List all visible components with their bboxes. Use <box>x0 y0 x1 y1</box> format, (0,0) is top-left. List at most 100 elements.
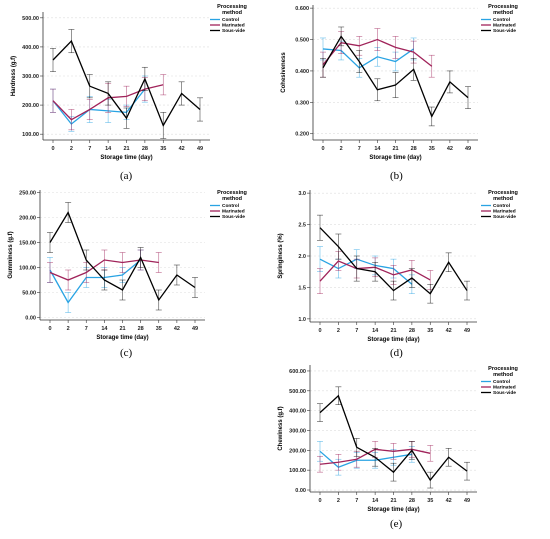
y-axis-label: Cohesiveness <box>281 52 287 93</box>
legend: ProcessingmethodControlMarinatedSous-vid… <box>481 4 518 34</box>
y-tick-label: 300.00 <box>22 74 39 80</box>
x-tick-label: 14 <box>105 146 112 152</box>
legend-entry: Sous-vide <box>493 390 516 396</box>
y-tick-label: 0.500 <box>295 38 309 44</box>
x-tick-label: 35 <box>160 146 166 152</box>
y-tick-label: 400.00 <box>289 409 306 415</box>
x-tick-label: 28 <box>411 146 417 152</box>
y-tick-label: 0.600 <box>295 6 309 12</box>
y-tick-label: 0.00 <box>25 316 36 322</box>
y-axis-label: Springiness (%) <box>278 233 284 278</box>
y-tick-label: 0.400 <box>295 69 309 75</box>
x-tick-label: 2 <box>337 328 340 334</box>
x-tick-label: 42 <box>174 326 180 332</box>
legend: ProcessingmethodControlMarinatedSous-vid… <box>481 366 518 396</box>
x-tick-label: 2 <box>70 146 73 152</box>
series-line <box>49 211 196 302</box>
x-tick-label: 49 <box>464 328 470 334</box>
y-tick-label: 2.5 <box>298 223 306 229</box>
legend-title: method <box>222 10 242 16</box>
x-tick-label: 42 <box>446 328 452 334</box>
series-line <box>322 35 469 119</box>
x-tick-label: 28 <box>409 498 415 504</box>
legend-entry: Control <box>493 17 510 23</box>
x-tick-label: 14 <box>101 326 108 332</box>
y-tick-label: 100.00 <box>289 468 306 474</box>
legend-title: Processing <box>217 190 247 196</box>
legend: ProcessingmethodControlMarinatedSous-vid… <box>210 190 247 220</box>
legend: ProcessingmethodControlMarinatedSous-vid… <box>481 190 518 220</box>
x-tick-label: 0 <box>318 498 321 504</box>
y-tick-label: 500.00 <box>289 389 306 395</box>
series-sous-vide <box>317 214 470 304</box>
x-tick-label: 49 <box>465 146 471 152</box>
series-line <box>319 450 412 468</box>
y-tick-label: 200.00 <box>289 448 306 454</box>
x-axis-label: Storage time (day) <box>367 507 419 513</box>
panel-label-a: (a) <box>120 170 133 182</box>
legend-title: Processing <box>488 366 518 372</box>
legend-entry: Sous-vide <box>493 214 516 220</box>
y-tick-label: 3.0 <box>298 191 306 197</box>
legend-entry: Marinated <box>493 385 516 391</box>
chart-panel-4: 0.00 100.00 200.00 300.00 400.00 500.00 600.00… <box>278 365 518 513</box>
x-axis-label: Storage time (day) <box>100 155 152 161</box>
x-tick-label: 2 <box>340 146 343 152</box>
panel-label-b: (b) <box>390 170 403 182</box>
x-tick-label: 0 <box>48 326 51 332</box>
series-sous-vide <box>50 29 203 139</box>
x-tick-label: 21 <box>390 328 396 334</box>
legend-entry: Sous-vide <box>222 214 245 220</box>
x-tick-label: 42 <box>446 498 452 504</box>
y-tick-label: 600.00 <box>289 369 306 375</box>
y-tick-label: 250.00 <box>19 191 36 197</box>
panel-label-e: (e) <box>390 518 403 530</box>
x-tick-label: 2 <box>67 326 70 332</box>
x-tick-label: 21 <box>392 146 398 152</box>
x-tick-label: 7 <box>355 498 358 504</box>
legend-title: Processing <box>217 4 247 10</box>
y-tick-label: 100.00 <box>19 266 36 272</box>
y-tick-label: 150.00 <box>19 241 36 247</box>
chart-panel-1: 0.200 0.300 0.400 0.500 0.600 0 2 7 14 21 28 35 42 49… <box>281 4 518 161</box>
legend-entry: Marinated <box>222 209 245 215</box>
legend-title: method <box>493 10 513 16</box>
x-tick-label: 42 <box>447 146 453 152</box>
series-line <box>319 394 468 482</box>
series-sous-vide <box>47 202 198 311</box>
y-tick-label: 400.00 <box>22 45 39 51</box>
chart-panel-2: 0.00 50.00 100.00 150.00 200.00 250.00 0 2 7 14 21… <box>8 190 247 341</box>
y-tick-label: 0.200 <box>295 132 309 138</box>
x-tick-label: 0 <box>321 146 324 152</box>
legend-entry: Sous-vide <box>222 28 245 34</box>
y-tick-label: 200.00 <box>19 216 36 222</box>
x-tick-label: 0 <box>51 146 54 152</box>
legend-title: Processing <box>488 190 518 196</box>
x-tick-label: 21 <box>119 326 125 332</box>
y-tick-label: 100.00 <box>22 132 39 138</box>
legend-entry: Marinated <box>222 23 245 29</box>
x-tick-label: 49 <box>192 326 198 332</box>
x-tick-label: 28 <box>138 326 144 332</box>
y-tick-label: 50.00 <box>22 291 36 297</box>
y-axis-label: Gumminess (g.f) <box>8 231 14 278</box>
x-tick-label: 28 <box>142 146 148 152</box>
y-tick-label: 1.5 <box>298 285 306 291</box>
x-tick-label: 7 <box>358 146 361 152</box>
y-tick-label: 0.00 <box>295 488 306 494</box>
series-control <box>320 37 417 78</box>
x-axis-label: Storage time (day) <box>367 337 419 343</box>
x-tick-label: 14 <box>372 328 379 334</box>
x-tick-label: 49 <box>464 498 470 504</box>
chart-panel-3: 1.0 1.5 2.0 2.5 3.0 0 2 7 14 21 28 35 42 49 Storage ti… <box>278 190 518 343</box>
chart-panel-0: 100.00 200.00 300.00 400.00 500.00 0 2 7 14 21 28 3… <box>11 4 247 161</box>
legend: ProcessingmethodControlMarinatedSous-vid… <box>210 4 247 34</box>
panel-label-c: (c) <box>120 347 133 359</box>
series-line <box>322 48 414 69</box>
y-axis-label: Hardness (g.f) <box>11 56 17 96</box>
x-tick-label: 21 <box>390 498 396 504</box>
x-tick-label: 35 <box>427 498 433 504</box>
x-tick-label: 35 <box>429 146 435 152</box>
legend-entry: Control <box>493 203 510 209</box>
